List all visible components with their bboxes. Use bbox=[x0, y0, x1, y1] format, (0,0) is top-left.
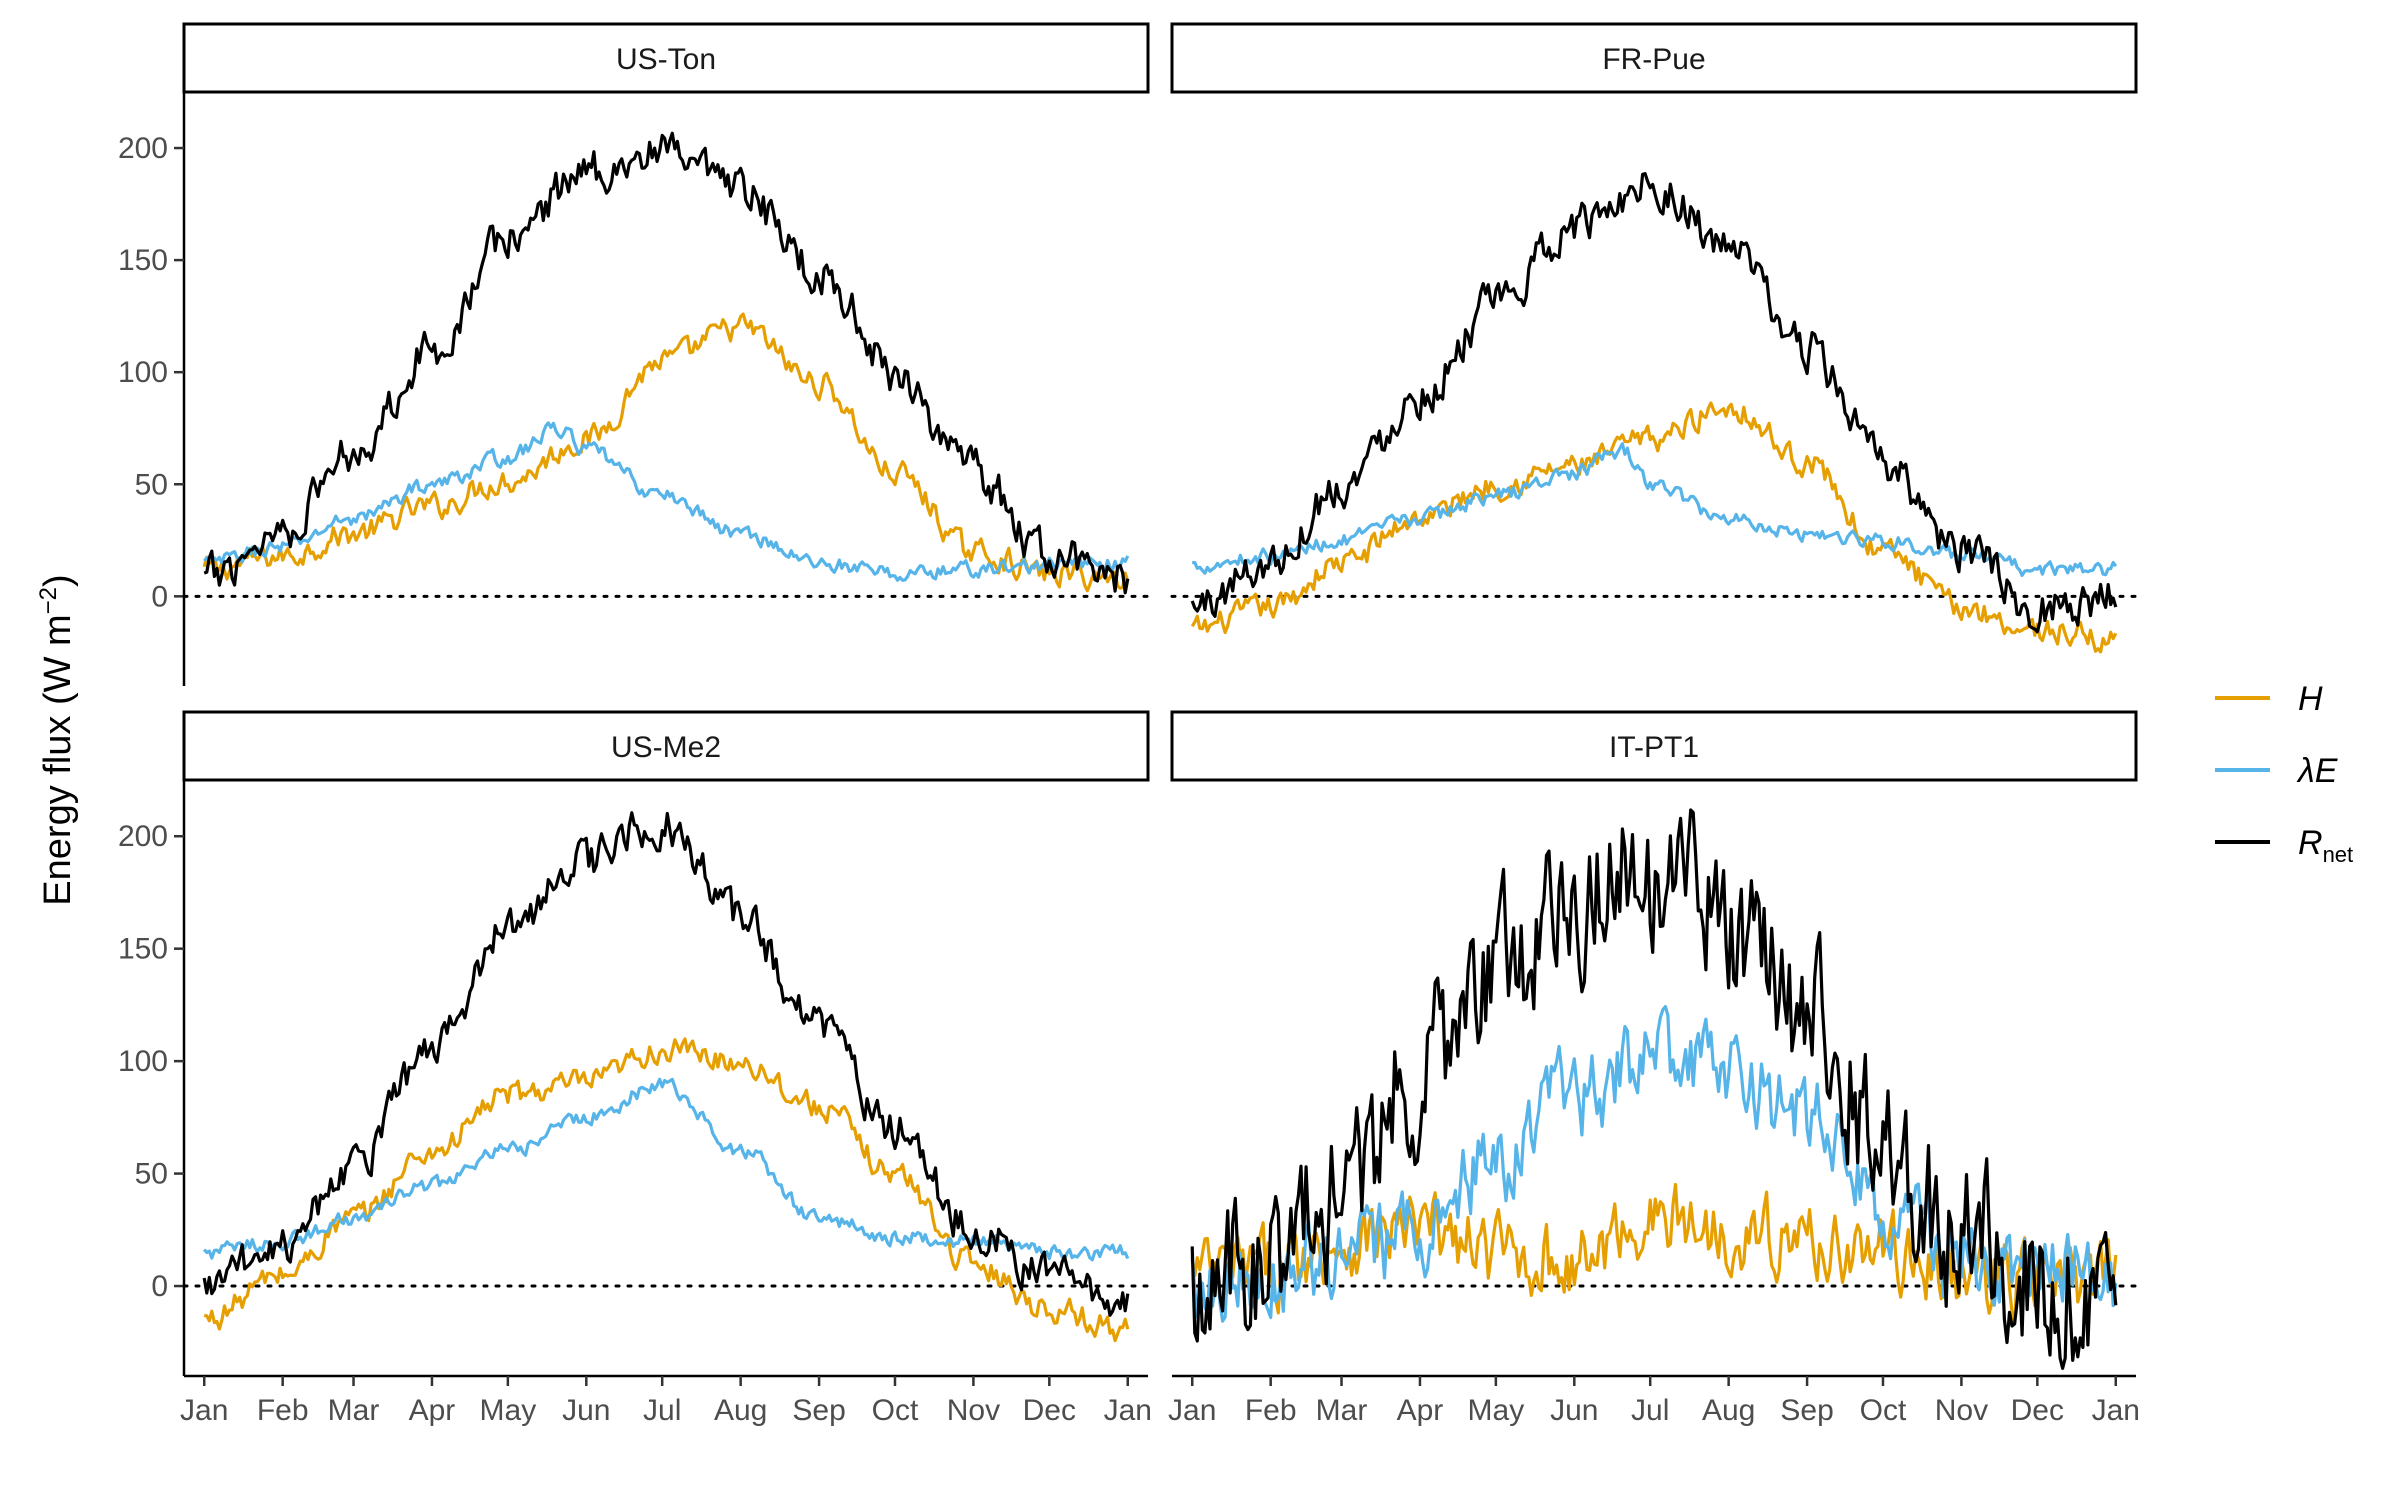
panel-us-ton: US-Ton 0 50 100 150 200 bbox=[118, 22, 1150, 686]
x-tick-label: Oct bbox=[1860, 1394, 1907, 1427]
x-tick-label: Jan bbox=[1168, 1394, 1216, 1427]
y-tick-label: 200 bbox=[118, 132, 168, 165]
panel-title: US-Ton bbox=[616, 43, 716, 76]
panel-title: IT-PT1 bbox=[1609, 731, 1699, 764]
legend: H λE Rnet bbox=[2215, 680, 2353, 867]
legend-entry-le: λE bbox=[2215, 752, 2338, 790]
y-tick-label: 150 bbox=[118, 244, 168, 277]
panels-layer: US-Ton 0 50 100 150 200 FR-Pue US-Me2 0 50 100 150 2… bbox=[118, 22, 2140, 1427]
x-tick-label: Jul bbox=[1631, 1394, 1669, 1427]
panel-strip bbox=[182, 22, 1150, 94]
y-tick-label: 100 bbox=[118, 1045, 168, 1078]
series-line-rnet bbox=[1190, 172, 2118, 634]
x-tick-label: Nov bbox=[947, 1394, 1000, 1427]
panel-title: FR-Pue bbox=[1602, 43, 1705, 76]
legend-entry-h: H bbox=[2215, 680, 2323, 718]
series-line-le bbox=[202, 421, 1130, 582]
x-tick-label: Jan bbox=[180, 1394, 228, 1427]
y-tick-label: 0 bbox=[151, 580, 168, 613]
x-tick-label: May bbox=[480, 1394, 537, 1427]
y-tick-label: 100 bbox=[118, 356, 168, 389]
y-tick-label: 50 bbox=[135, 468, 168, 501]
x-tick-label: Jan bbox=[1104, 1394, 1152, 1427]
panel-title: US-Me2 bbox=[611, 731, 721, 764]
panel-strip bbox=[1170, 710, 2138, 782]
series-line-rnet bbox=[1190, 808, 2118, 1370]
panel-fr-pue: FR-Pue bbox=[1170, 22, 2138, 654]
x-tick-label: Jun bbox=[1550, 1394, 1598, 1427]
y-axis-label: Energy flux (W m−2) bbox=[35, 574, 79, 905]
x-tick-label: Sep bbox=[1780, 1394, 1833, 1427]
legend-label-rnet: Rnet bbox=[2298, 824, 2353, 867]
y-tick-label: 200 bbox=[118, 820, 168, 853]
x-tick-label: Oct bbox=[872, 1394, 919, 1427]
x-tick-label: Jun bbox=[562, 1394, 610, 1427]
x-tick-label: Jul bbox=[643, 1394, 681, 1427]
series-line-le bbox=[202, 1077, 1130, 1262]
panel-strip bbox=[182, 710, 1150, 782]
series-line-le bbox=[1190, 1005, 2118, 1323]
x-tick-label: Apr bbox=[1397, 1394, 1444, 1427]
x-tick-label: Dec bbox=[1023, 1394, 1076, 1427]
y-tick-label: 150 bbox=[118, 933, 168, 966]
series-line-h bbox=[1190, 401, 2118, 654]
series-line-h bbox=[202, 312, 1130, 593]
x-tick-label: Nov bbox=[1935, 1394, 1988, 1427]
panel-us-me2: US-Me2 0 50 100 150 200 Jan Feb Mar Apr May Jun Jul A… bbox=[118, 710, 1152, 1427]
series-line-h bbox=[203, 1037, 1130, 1343]
x-tick-label: Jan bbox=[2092, 1394, 2140, 1427]
series-line-rnet bbox=[202, 811, 1130, 1317]
x-tick-label: Apr bbox=[409, 1394, 456, 1427]
series-line-le bbox=[1192, 442, 2118, 577]
x-tick-label: Aug bbox=[1702, 1394, 1755, 1427]
legend-label-le: λE bbox=[2296, 752, 2338, 790]
legend-entry-rnet: Rnet bbox=[2215, 824, 2353, 867]
x-tick-label: Sep bbox=[792, 1394, 845, 1427]
x-tick-label: Dec bbox=[2011, 1394, 2064, 1427]
series-line-rnet bbox=[203, 131, 1130, 595]
panel-it-pt1: IT-PT1 Jan Feb Mar Apr May Jun Jul Aug Sep Oct Nov D… bbox=[1168, 710, 2140, 1427]
y-tick-label: 0 bbox=[151, 1270, 168, 1303]
x-tick-label: Feb bbox=[1245, 1394, 1297, 1427]
panel-strip bbox=[1170, 22, 2138, 94]
legend-label-h: H bbox=[2298, 680, 2323, 718]
y-tick-label: 50 bbox=[135, 1158, 168, 1191]
x-tick-label: Mar bbox=[328, 1394, 380, 1427]
x-tick-label: Feb bbox=[257, 1394, 309, 1427]
x-tick-label: Mar bbox=[1316, 1394, 1368, 1427]
x-tick-label: May bbox=[1468, 1394, 1525, 1427]
x-tick-label: Aug bbox=[714, 1394, 767, 1427]
